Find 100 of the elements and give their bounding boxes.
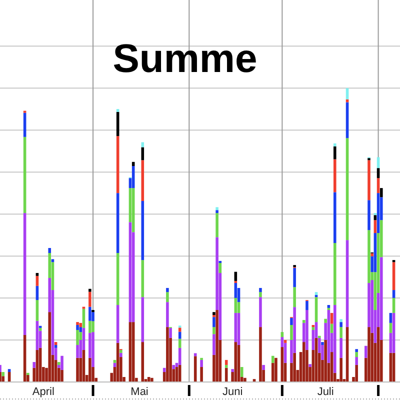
bar: [120, 352, 122, 358]
bar: [259, 292, 262, 298]
bar: [76, 358, 79, 382]
bar: [141, 147, 144, 160]
x-tick-label: Mai: [130, 386, 148, 398]
bar: [240, 367, 244, 378]
bar: [76, 322, 79, 325]
bar: [290, 324, 293, 340]
x-tick-label: April: [32, 386, 54, 398]
bar: [346, 99, 349, 102]
bar: [212, 312, 216, 316]
bar: [392, 262, 396, 290]
x-tick-label: Juli: [317, 386, 334, 398]
bar: [333, 243, 336, 306]
bar: [141, 160, 144, 201]
bar: [346, 240, 349, 328]
bar: [370, 253, 374, 256]
bar: [392, 312, 396, 353]
bar: [216, 310, 218, 382]
bar: [340, 322, 342, 328]
bar: [392, 298, 396, 313]
bar: [333, 192, 336, 244]
bar: [380, 188, 383, 198]
bar: [60, 356, 64, 370]
bar: [284, 340, 287, 343]
bar: [36, 300, 39, 321]
bar: [290, 318, 293, 325]
bar: [224, 364, 228, 368]
bar: [293, 352, 296, 382]
bar: [262, 364, 265, 370]
bar: [324, 318, 327, 323]
bar: [392, 290, 396, 298]
bar: [88, 320, 92, 333]
bar: [259, 288, 262, 292]
bar: [355, 352, 358, 358]
bar: [2, 372, 4, 376]
bar: [368, 160, 370, 200]
bar: [216, 207, 218, 210]
bar: [308, 364, 312, 368]
bar: [48, 248, 52, 253]
bar: [92, 332, 94, 368]
bar: [51, 259, 54, 262]
bar: [330, 312, 334, 324]
x-tick-label: Juni: [222, 386, 243, 398]
bar: [355, 349, 358, 352]
bar: [355, 364, 358, 382]
bar: [231, 369, 234, 372]
bar: [2, 376, 4, 382]
bar: [141, 260, 144, 298]
bar: [216, 213, 218, 238]
bar: [172, 364, 176, 370]
bar: [327, 305, 330, 308]
bar: [306, 300, 308, 310]
bar: [116, 305, 120, 343]
bar: [314, 297, 318, 322]
bar: [116, 109, 120, 112]
bar: [346, 138, 349, 240]
bar: [58, 362, 60, 365]
bar: [314, 292, 318, 296]
bar: [340, 327, 342, 338]
bar: [321, 342, 324, 345]
bar: [169, 328, 172, 338]
bar: [166, 302, 169, 328]
bar: [224, 360, 228, 365]
bar: [88, 358, 92, 382]
bar: [166, 288, 169, 292]
bar: [113, 360, 116, 363]
bar: [374, 220, 377, 234]
bar: [200, 367, 203, 382]
bar: [333, 305, 336, 373]
bar: [76, 324, 79, 330]
bar: [368, 200, 370, 230]
bar: [92, 321, 94, 332]
chart-title: Summe: [112, 37, 258, 81]
bar: [327, 310, 330, 363]
bar: [54, 342, 58, 345]
bar: [364, 346, 368, 358]
bar: [79, 322, 82, 328]
bar: [79, 327, 82, 332]
bar: [116, 136, 120, 194]
bar: [237, 302, 240, 313]
bar: [116, 253, 120, 306]
bar: [76, 330, 79, 345]
bar: [293, 287, 296, 308]
bar: [178, 328, 182, 332]
bar: [324, 340, 327, 382]
bar: [274, 358, 278, 382]
bar: [8, 369, 11, 372]
bar: [380, 257, 383, 340]
bar: [141, 342, 144, 382]
bar: [376, 157, 380, 168]
bar: [368, 327, 370, 382]
bar: [212, 317, 216, 328]
bar: [166, 327, 169, 382]
bar: [312, 327, 315, 330]
bar: [141, 200, 144, 260]
bar: [48, 312, 52, 382]
bar: [32, 362, 36, 368]
bar: [150, 378, 154, 382]
bar: [333, 146, 336, 160]
